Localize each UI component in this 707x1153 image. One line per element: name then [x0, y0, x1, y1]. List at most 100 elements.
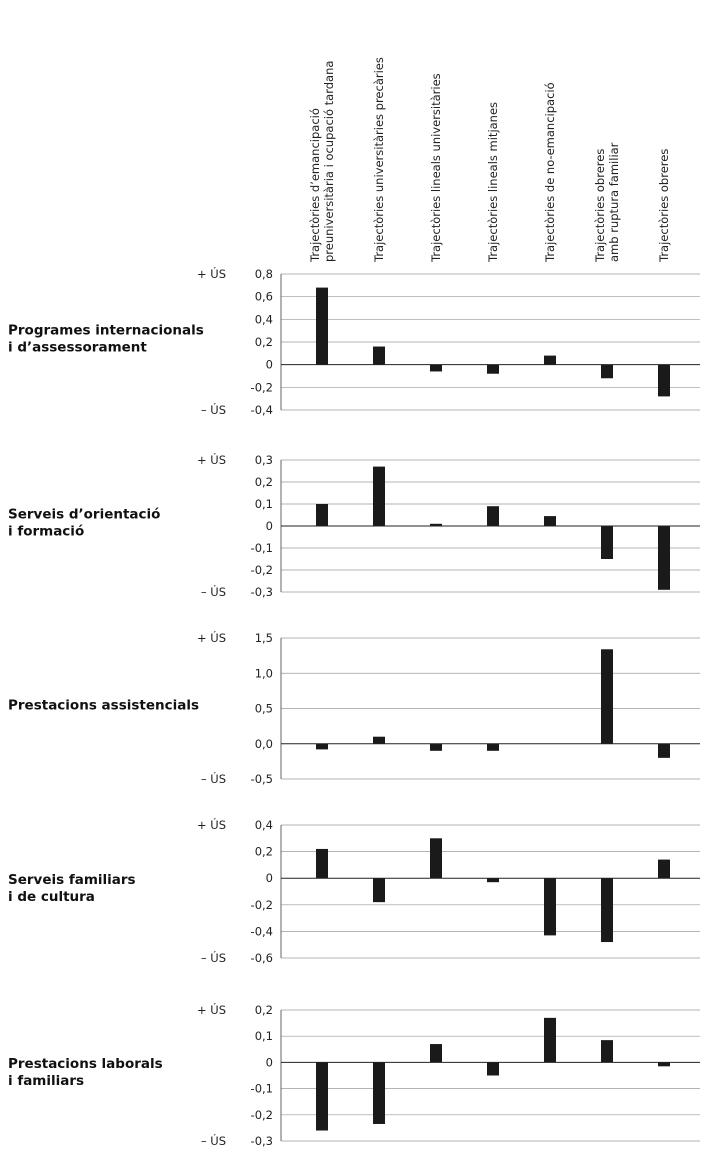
bar	[658, 859, 670, 879]
less-use-label: – ÚS	[201, 950, 226, 965]
tick-label: 0,1	[255, 497, 273, 511]
more-use-label: + ÚS	[197, 1002, 226, 1017]
panel-title: i formació	[8, 524, 84, 540]
panel: 0,8 0,6 0,4 0,2 0 -0,2 -0,4 + ÚS – ÚS Programes i…	[8, 266, 700, 417]
category-label: amb ruptura familiar	[607, 142, 621, 262]
bar	[487, 506, 499, 526]
panel-title: i familiars	[8, 1073, 84, 1089]
category-label: Trajectòries d’emancipació	[308, 108, 322, 263]
bar	[544, 878, 556, 936]
panel-title: Prestacions assistencials	[8, 698, 199, 714]
more-use-label: + ÚS	[197, 266, 226, 281]
tick-label: -0,6	[251, 951, 273, 965]
chart-panels: 0,8 0,6 0,4 0,2 0 -0,2 -0,4 + ÚS – ÚS Programes i…	[8, 266, 700, 1148]
tick-label: 0,5	[255, 702, 273, 716]
tick-label: -0,3	[251, 585, 273, 599]
tick-label: -0,5	[251, 772, 273, 786]
panel-title: Prestacions laborals	[8, 1056, 163, 1072]
tick-label: 0,2	[255, 475, 273, 489]
tick-label: -0,2	[251, 563, 273, 577]
tick-label: 0,8	[255, 267, 273, 281]
bar	[316, 504, 328, 526]
tick-label: -0,4	[251, 924, 273, 938]
bar	[544, 516, 556, 526]
bar	[658, 743, 670, 758]
tick-label: 0	[266, 871, 273, 885]
bar	[373, 346, 385, 365]
category-label: Trajectòries de no-emancipació	[543, 82, 557, 263]
panel: 0,2 0,1 0 -0,1 -0,2 -0,3 + ÚS – ÚS Prestacions l…	[8, 1002, 700, 1148]
tick-label: -0,2	[251, 898, 273, 912]
less-use-label: – ÚS	[201, 402, 226, 417]
bar	[601, 1040, 613, 1063]
tick-label: 0,3	[255, 453, 273, 467]
bar	[430, 364, 442, 372]
less-use-label: – ÚS	[201, 1133, 226, 1148]
more-use-label: + ÚS	[197, 817, 226, 832]
bar	[316, 848, 328, 879]
category-label: Trajectòries lineals universitàries	[429, 73, 443, 263]
less-use-label: – ÚS	[201, 771, 226, 786]
tick-label: 0	[266, 1055, 273, 1069]
tick-label: 0	[266, 358, 273, 372]
bar	[658, 1062, 670, 1067]
category-label: preuniversitària i ocupació tardana	[322, 61, 336, 262]
bar	[658, 364, 670, 397]
tick-label: -0,1	[251, 541, 273, 555]
bar	[487, 878, 499, 883]
bar	[316, 743, 328, 750]
panel: 1,5 1,0 0,5 0,0 -0,5 + ÚS – ÚS Prestacions assi…	[8, 630, 700, 786]
bar	[544, 355, 556, 365]
more-use-label: + ÚS	[197, 452, 226, 467]
bar	[430, 523, 442, 526]
bar	[373, 466, 385, 526]
category-label: Trajectòries obreres	[593, 149, 607, 263]
tick-label: -0,2	[251, 1108, 273, 1122]
bar	[487, 743, 499, 751]
tick-label: 0,0	[255, 737, 273, 751]
bar	[601, 526, 613, 559]
bar	[430, 1044, 442, 1063]
tick-label: 0,2	[255, 335, 273, 349]
bar	[373, 878, 385, 903]
bar	[430, 743, 442, 751]
tick-label: 0,6	[255, 290, 273, 304]
tick-label: -0,2	[251, 380, 273, 394]
tick-label: 0,2	[255, 845, 273, 859]
panel-title: i de cultura	[8, 889, 95, 905]
bar	[373, 736, 385, 744]
more-use-label: + ÚS	[197, 630, 226, 645]
panel: 0,4 0,2 0 -0,2 -0,4 -0,6 + ÚS – ÚS Serveis famil…	[8, 817, 700, 965]
tick-label: 1,0	[255, 666, 273, 680]
tick-label: -0,1	[251, 1082, 273, 1096]
less-use-label: – ÚS	[201, 584, 226, 599]
tick-label: 0,4	[255, 312, 273, 326]
category-label: Trajectòries obreres	[657, 149, 671, 263]
tick-label: 0	[266, 519, 273, 533]
bar	[601, 364, 613, 379]
bar	[430, 838, 442, 879]
category-label: Trajectòries lineals mitjanes	[486, 102, 500, 263]
tick-label: 0,4	[255, 818, 273, 832]
bar	[316, 1062, 328, 1131]
bar	[373, 1062, 385, 1124]
category-labels: Trajectòries d’emancipació preuniversitàr…	[308, 57, 671, 263]
category-label: Trajectòries universitàries precàries	[372, 57, 386, 263]
panel-title: i d’assessorament	[8, 340, 147, 356]
panel-title: Programes internacionals	[8, 323, 204, 339]
tick-label: -0,4	[251, 403, 273, 417]
bar	[544, 1017, 556, 1063]
panel-title: Serveis d’orientació	[8, 507, 160, 523]
panel: 0,3 0,2 0,1 0 -0,1 -0,2 -0,3 + ÚS – ÚS Serveis d’…	[8, 452, 700, 599]
tick-label: 0,1	[255, 1029, 273, 1043]
bar	[487, 1062, 499, 1076]
bar	[601, 649, 613, 744]
bar	[487, 364, 499, 374]
tick-label: 0,2	[255, 1003, 273, 1017]
bar	[601, 878, 613, 943]
bar	[316, 287, 328, 365]
tick-label: -0,3	[251, 1134, 273, 1148]
bar	[658, 526, 670, 590]
panel-title: Serveis familiars	[8, 872, 136, 888]
